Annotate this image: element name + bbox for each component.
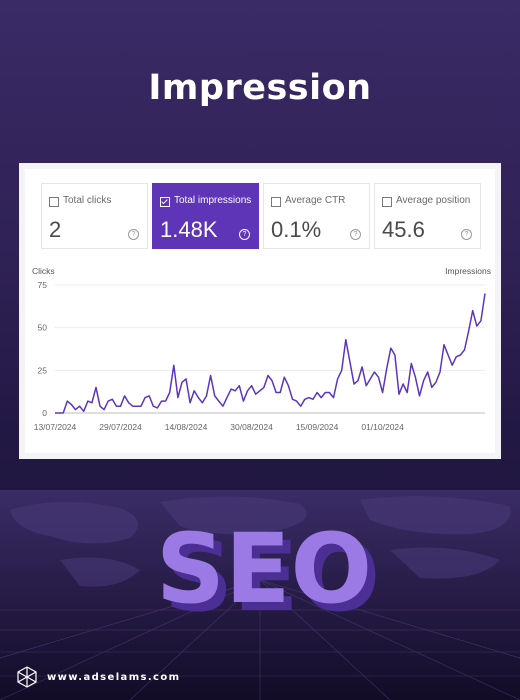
metric-value: 0.1% — [271, 217, 322, 242]
y-tick-label: 50 — [38, 323, 48, 333]
x-tick-label: 15/09/2024 — [296, 422, 339, 432]
metric-label: Average position — [396, 195, 471, 206]
checkbox-icon[interactable] — [160, 197, 170, 207]
help-icon[interactable]: ? — [461, 229, 472, 240]
checkbox-icon[interactable] — [49, 197, 59, 207]
x-tick-label: 30/08/2024 — [230, 422, 273, 432]
help-icon[interactable]: ? — [350, 229, 361, 240]
checkbox-icon[interactable] — [271, 197, 281, 207]
search-console-panel: Total clicks 2 ? Total impressions 1.48K… — [19, 163, 501, 459]
checkbox-icon[interactable] — [382, 197, 392, 207]
y-tick-label: 25 — [38, 365, 48, 375]
website-url[interactable]: www.adselams.com — [47, 671, 181, 683]
metric-label: Total clicks — [63, 195, 112, 206]
help-icon[interactable]: ? — [239, 229, 250, 240]
right-axis-label: Impressions — [445, 266, 491, 276]
impressions-chart: Clicks Impressions 0 25 50 75 13/07/2024 29/… — [32, 266, 491, 432]
metric-cards: Total clicks 2 ? Total impressions 1.48K… — [41, 183, 481, 249]
x-tick-label: 29/07/2024 — [99, 422, 142, 432]
y-tick-labels: 0 25 50 75 — [38, 280, 48, 418]
x-tick-label: 14/08/2024 — [165, 422, 208, 432]
x-tick-label: 01/10/2024 — [361, 422, 404, 432]
page-title: Impression — [148, 68, 372, 108]
metric-total-impressions[interactable]: Total impressions 1.48K ? — [152, 183, 259, 249]
metric-average-position[interactable]: Average position 45.6 ? — [374, 183, 481, 249]
logo-icon — [17, 666, 37, 688]
impressions-line — [55, 293, 486, 414]
perspective-grid — [0, 579, 520, 700]
metric-value: 2 — [49, 217, 62, 242]
metric-value: 45.6 — [382, 217, 425, 242]
performance-card: Total clicks 2 ? Total impressions 1.48K… — [25, 169, 495, 453]
metric-label: Average CTR — [285, 195, 346, 206]
seo-graphic: SEO SEO — [0, 490, 520, 700]
seo-3d-shadow: SEO — [164, 521, 380, 633]
y-tick-label: 0 — [42, 408, 47, 418]
seo-3d-text: SEO — [156, 513, 372, 625]
metric-total-clicks[interactable]: Total clicks 2 ? — [41, 183, 148, 249]
metric-average-ctr[interactable]: Average CTR 0.1% ? — [263, 183, 370, 249]
y-tick-label: 75 — [38, 280, 48, 290]
x-tick-label: 13/07/2024 — [34, 422, 77, 432]
metric-value: 1.48K — [160, 217, 218, 242]
help-icon[interactable]: ? — [128, 229, 139, 240]
left-axis-label: Clicks — [32, 266, 55, 276]
metric-label: Total impressions — [174, 195, 252, 206]
footer: www.adselams.com — [16, 666, 180, 688]
world-map-pattern — [10, 496, 511, 587]
x-tick-labels: 13/07/2024 29/07/2024 14/08/2024 30/08/2024… — [34, 422, 404, 432]
